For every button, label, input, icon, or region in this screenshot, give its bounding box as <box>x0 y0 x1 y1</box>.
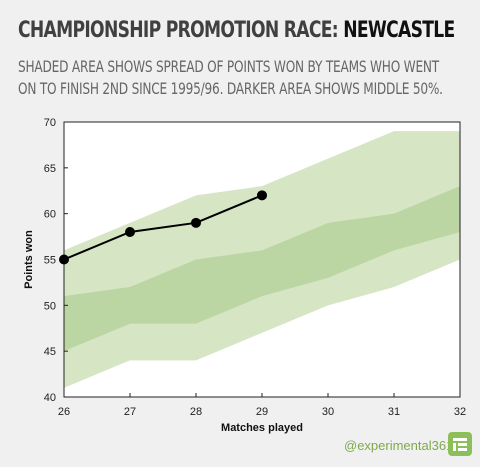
chart-subtitle: Shaded area shows spread of points won b… <box>18 57 443 98</box>
data-point <box>191 217 201 228</box>
data-point <box>59 254 69 265</box>
y-tick-label: 45 <box>44 346 56 358</box>
y-tick-label: 55 <box>44 255 56 267</box>
chart-title: CHAMPIONSHIP PROMOTION RACE: NEWCASTLE <box>18 18 455 43</box>
y-tick-label: 70 <box>44 117 56 129</box>
y-tick-label: 65 <box>44 163 56 175</box>
x-tick-label: 28 <box>190 406 202 418</box>
x-tick-label: 30 <box>322 406 334 418</box>
twitter-handle-link[interactable]: @experimental361 <box>344 438 454 453</box>
y-tick-label: 50 <box>44 300 56 312</box>
y-tick-label: 60 <box>44 209 56 221</box>
x-tick-label: 32 <box>454 406 466 418</box>
x-axis-label: Matches played <box>221 422 303 434</box>
x-tick-label: 31 <box>388 406 400 418</box>
x-tick-label: 26 <box>58 406 70 418</box>
title-team: NEWCASTLE <box>343 18 455 43</box>
middle-50-band <box>64 186 460 352</box>
data-point <box>125 227 135 237</box>
title-prefix: CHAMPIONSHIP PROMOTION RACE: <box>18 18 344 43</box>
brand-logo <box>448 432 472 456</box>
x-tick-label: 27 <box>124 406 136 418</box>
y-axis-label: Points won <box>23 230 35 289</box>
points-line <box>63 194 263 261</box>
y-tick-label: 40 <box>44 392 56 404</box>
x-tick-label: 29 <box>256 406 268 418</box>
data-point <box>257 190 267 201</box>
